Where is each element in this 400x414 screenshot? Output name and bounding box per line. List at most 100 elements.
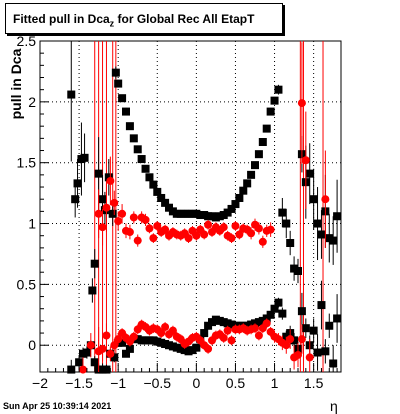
- y-tick-label: 2: [28, 94, 36, 110]
- data-point: [153, 187, 162, 196]
- x-tick-label: 1.5: [304, 375, 324, 391]
- data-point: [125, 122, 134, 131]
- data-point: [239, 186, 248, 195]
- data-point: [278, 309, 287, 318]
- data-point: [301, 324, 310, 333]
- data-point: [235, 230, 244, 239]
- grid: [40, 41, 341, 372]
- data-point: [90, 259, 99, 268]
- data-point: [231, 221, 240, 230]
- x-tick-label: 1: [271, 375, 279, 391]
- data-point: [192, 343, 201, 352]
- data-point: [129, 213, 138, 222]
- data-point: [329, 359, 338, 368]
- data-point: [118, 209, 127, 218]
- data-point: [258, 237, 267, 246]
- data-point: [153, 221, 162, 230]
- data-point: [286, 239, 295, 248]
- data-point: [94, 209, 103, 218]
- data-point: [161, 198, 170, 207]
- y-tick-label: 0: [28, 337, 36, 353]
- data-point: [227, 234, 236, 243]
- data-point: [149, 180, 158, 189]
- data-point: [270, 304, 279, 313]
- data-point: [294, 266, 302, 275]
- data-point: [286, 335, 295, 344]
- data-point: [161, 322, 170, 331]
- data-point: [309, 326, 318, 335]
- y-tick-label: 1.5: [17, 155, 37, 171]
- data-point: [200, 230, 209, 239]
- data-point: [329, 236, 338, 245]
- data-point: [133, 236, 142, 245]
- data-point: [204, 344, 213, 353]
- data-point: [200, 329, 209, 338]
- data-point: [254, 150, 263, 159]
- data-point: [94, 169, 103, 178]
- data-point: [82, 348, 91, 357]
- data-point: [106, 349, 115, 358]
- data-point: [161, 225, 170, 234]
- data-point: [122, 107, 130, 116]
- data-point: [317, 301, 326, 310]
- data-point: [122, 349, 130, 358]
- data-point: [297, 99, 306, 108]
- data-point: [262, 319, 271, 328]
- data-point: [106, 176, 115, 185]
- data-point: [274, 85, 283, 94]
- x-tick-label: −1: [110, 375, 126, 391]
- data-point: [149, 234, 158, 243]
- data-point: [313, 348, 322, 357]
- series-1: [79, 42, 330, 374]
- data-point: [102, 331, 111, 340]
- x-tick-label: −2: [32, 375, 48, 391]
- data-point: [321, 195, 330, 204]
- data-point: [73, 179, 82, 188]
- data-point: [266, 310, 275, 319]
- data-point: [278, 208, 287, 217]
- data-point: [98, 195, 107, 204]
- data-point: [125, 344, 134, 353]
- data-point: [321, 347, 330, 356]
- data-point: [110, 198, 119, 207]
- title-box: Fitted pull in Dcaz for Global Rec All E…: [5, 3, 283, 34]
- x-tick-label: −1.5: [65, 375, 93, 391]
- data-point: [157, 329, 166, 338]
- data-point: [108, 209, 117, 218]
- data-point: [333, 212, 342, 221]
- data-point: [266, 107, 275, 116]
- data-point: [129, 332, 138, 341]
- data-point: [317, 230, 326, 239]
- data-point: [309, 195, 318, 204]
- data-point: [274, 298, 283, 307]
- data-point: [88, 286, 97, 295]
- data-point: [301, 156, 310, 165]
- data-point: [231, 200, 240, 209]
- data-point: [102, 365, 111, 374]
- data-point: [141, 215, 150, 224]
- data-point: [282, 219, 291, 228]
- data-point: [266, 225, 275, 234]
- data-point: [79, 365, 87, 374]
- chart-title: Fitted pull in Dcaz for Global Rec All E…: [13, 12, 255, 29]
- data-point: [111, 68, 120, 77]
- data-point: [98, 223, 107, 232]
- data-point: [125, 228, 134, 237]
- data-point: [114, 79, 123, 88]
- data-point: [98, 344, 107, 353]
- data-point: [137, 155, 146, 164]
- axis-ticks: −2 −1.5 −1 −0.5 0 0.5 1 1.5 0 0.5 1 1.5 2 2.5: [17, 33, 338, 391]
- x-tick-label: −0.5: [143, 375, 171, 391]
- data-point: [141, 164, 150, 173]
- data-point: [247, 170, 256, 179]
- x-axis-label: η: [330, 398, 338, 414]
- data-point: [294, 350, 302, 359]
- data-point: [114, 217, 123, 226]
- data-point: [219, 223, 228, 232]
- data-point: [80, 153, 89, 162]
- data-point: [71, 195, 80, 204]
- data-point: [90, 358, 99, 367]
- data-point: [313, 219, 322, 228]
- data-point: [297, 335, 306, 344]
